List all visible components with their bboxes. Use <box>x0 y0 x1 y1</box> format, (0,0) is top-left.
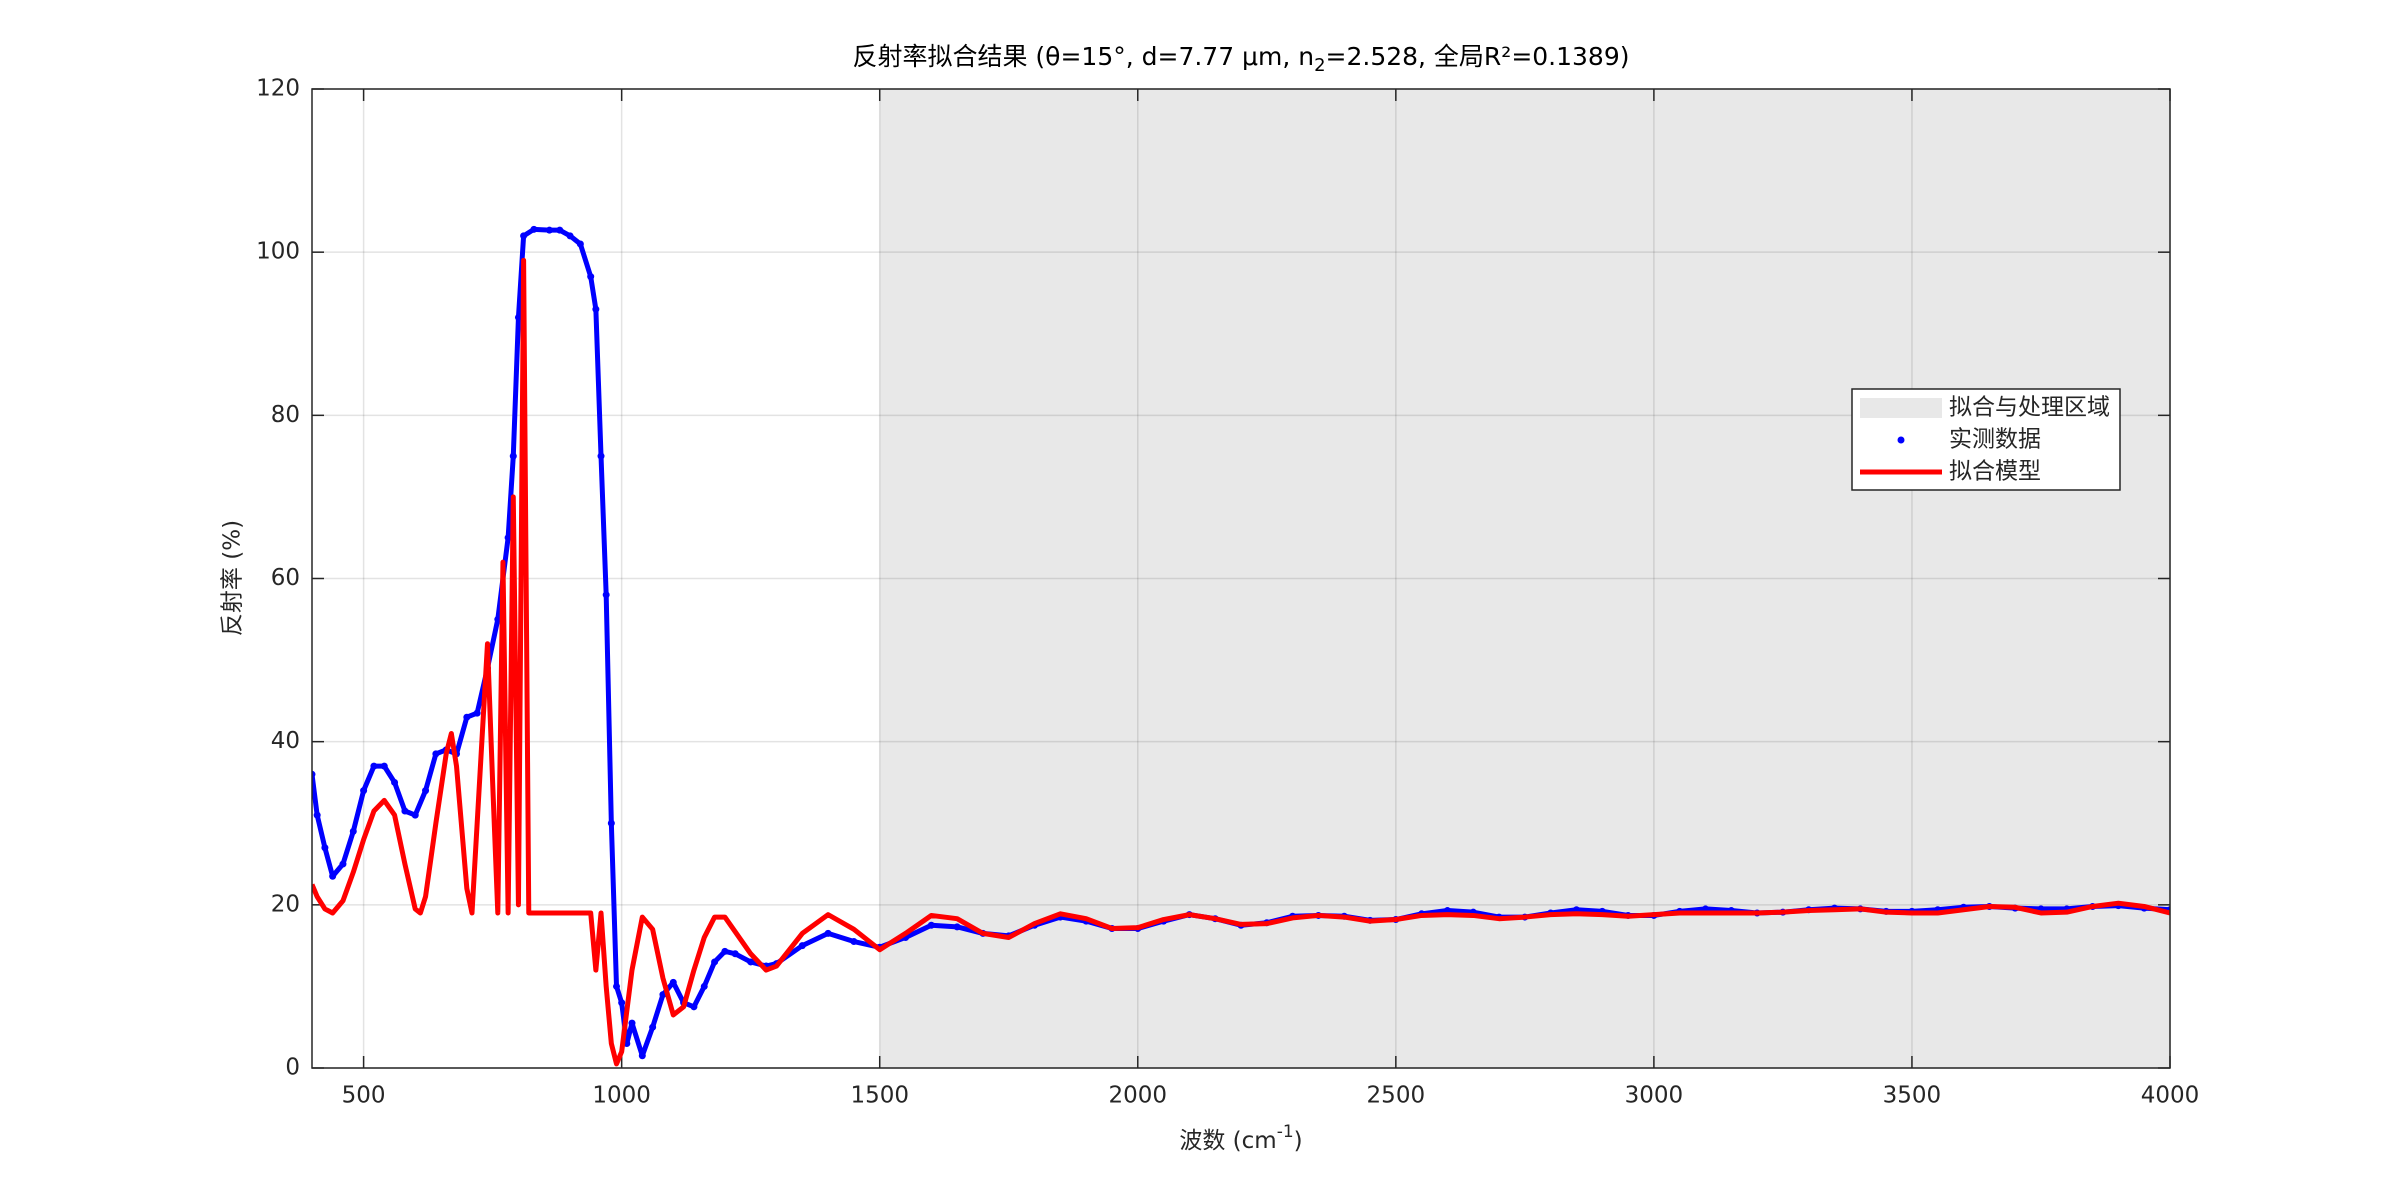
data-point <box>927 921 935 929</box>
data-point <box>520 232 528 240</box>
series-layer <box>312 225 2170 1067</box>
x-axis-label: 波数 (cm-1) <box>1179 1122 1302 1154</box>
data-point <box>312 770 316 778</box>
data-point <box>602 591 610 599</box>
y-tick-label: 0 <box>285 1055 300 1081</box>
data-point <box>360 787 368 795</box>
data-point <box>530 225 538 233</box>
data-point <box>432 750 440 758</box>
data-point <box>380 762 388 770</box>
y-tick-label: 100 <box>256 239 300 265</box>
data-point <box>411 811 419 819</box>
data-point <box>798 942 806 950</box>
data-point <box>747 958 755 966</box>
data-point <box>628 1019 636 1027</box>
data-point <box>953 923 961 931</box>
data-point <box>576 240 584 248</box>
title-part: =2.528, 全局R²=0.1389) <box>1326 42 1630 71</box>
data-point <box>607 819 615 827</box>
y-tick-label: 40 <box>271 728 300 754</box>
data-point <box>514 313 522 321</box>
data-point <box>731 950 739 958</box>
data-point <box>545 226 553 234</box>
data-point <box>592 305 600 313</box>
data-point <box>473 709 481 717</box>
shaded-region <box>879 89 2171 1068</box>
x-tick-label: 3500 <box>1883 1083 1942 1109</box>
title-subscript: 2 <box>1314 55 1325 76</box>
x-label-part: ) <box>1294 1128 1303 1154</box>
x-tick-label: 4000 <box>2141 1083 2200 1109</box>
data-point <box>370 762 378 770</box>
data-point <box>824 929 832 937</box>
fit-line <box>312 257 2170 1067</box>
data-point <box>509 452 517 460</box>
data-point <box>597 452 605 460</box>
data-point <box>566 232 574 240</box>
data-point <box>669 978 677 986</box>
y-tick-label: 80 <box>271 402 300 428</box>
legend-label: 拟合模型 <box>1949 459 2041 485</box>
x-tick-label: 1500 <box>850 1083 909 1109</box>
x-tick-label: 3000 <box>1625 1083 1684 1109</box>
x-tick-label: 500 <box>342 1083 386 1109</box>
data-point <box>690 1003 698 1011</box>
legend-swatch <box>1897 436 1905 444</box>
y-tick-label: 60 <box>271 565 300 591</box>
legend-label: 实测数据 <box>1949 427 2041 453</box>
axes-box <box>311 88 2171 1069</box>
data-point <box>391 778 399 786</box>
data-point <box>638 1052 646 1060</box>
data-point <box>313 811 321 819</box>
x-label-superscript: -1 <box>1277 1122 1294 1142</box>
y-tick-label: 120 <box>256 76 300 102</box>
data-point <box>504 534 512 542</box>
chart-title: 反射率拟合结果 (θ=15°, d=7.77 μm, n2=2.528, 全局R… <box>852 42 1629 76</box>
title-part: 反射率拟合结果 (θ=15°, d=7.77 μm, n <box>852 42 1314 71</box>
data-point <box>556 226 564 234</box>
data-point <box>587 273 595 281</box>
data-point <box>339 860 347 868</box>
data-point <box>711 958 719 966</box>
data-point <box>613 982 621 990</box>
legend-label: 拟合与处理区域 <box>1949 395 2110 421</box>
data-point <box>700 982 708 990</box>
data-point <box>321 844 329 852</box>
x-tick-label: 2000 <box>1109 1083 1168 1109</box>
data-point <box>618 999 626 1007</box>
data-point <box>401 807 409 815</box>
data-point <box>329 872 337 880</box>
data-point <box>850 938 858 946</box>
data-point <box>721 947 729 955</box>
x-tick-label: 2500 <box>1367 1083 1426 1109</box>
data-point <box>649 1023 657 1031</box>
x-tick-label: 1000 <box>592 1083 651 1109</box>
data-point <box>494 615 502 623</box>
data-point <box>349 827 357 835</box>
x-label-part: 波数 (cm <box>1179 1128 1276 1154</box>
y-axis-label: 反射率 (%) <box>220 520 246 636</box>
data-point <box>463 713 471 721</box>
data-point <box>422 787 430 795</box>
plot-area <box>311 88 2171 1069</box>
y-tick-label: 20 <box>271 891 300 917</box>
legend-swatch <box>1860 398 1942 418</box>
